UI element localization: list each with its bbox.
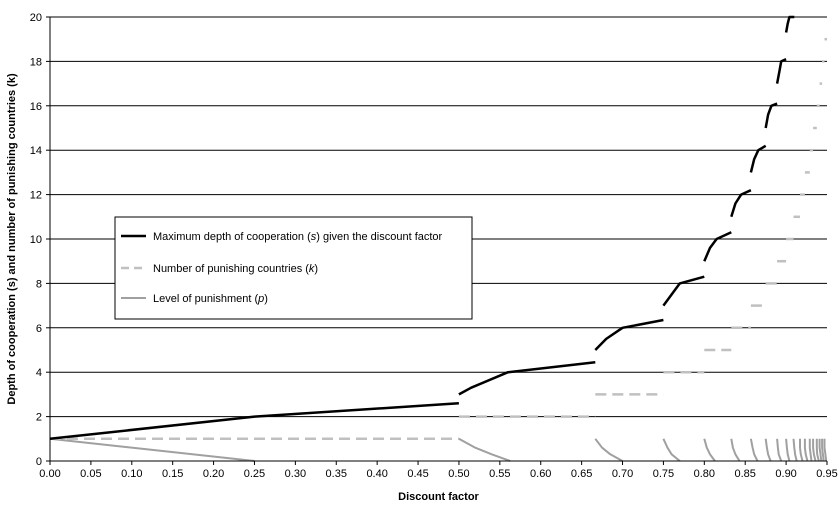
x-tick-label: 0.60 [530,468,551,480]
series-p-segment [594,438,623,462]
y-tick-label: 18 [30,56,42,68]
x-tick-label: 0.50 [448,468,469,480]
series-s-segment [662,275,705,307]
y-tick-label: 6 [36,323,42,335]
series-s-segment [594,318,664,351]
y-tick-label: 2 [36,412,42,424]
series-s-segment [764,102,778,129]
x-tick-label: 0.05 [80,468,101,480]
x-tick-label: 0.35 [326,468,347,480]
legend-box [114,216,473,320]
x-tick-label: 0.85 [734,468,755,480]
x-tick-label: 0.25 [244,468,265,480]
y-tick-label: 10 [30,234,42,246]
y-tick-label: 14 [30,145,42,157]
x-tick-label: 0.00 [39,468,60,480]
series-p-segment [703,438,716,462]
x-tick-label: 0.40 [366,468,387,480]
series-p-segment [799,438,804,462]
series-p-segment [458,437,511,462]
x-tick-label: 0.80 [694,468,715,480]
series-s-segment [749,144,767,173]
x-tick-label: 0.20 [203,468,224,480]
x-tick-label: 0.55 [489,468,510,480]
legend: Maximum depth of cooperation (s) given t… [114,216,473,320]
y-tick-label: 4 [36,367,42,379]
x-tick-label: 0.95 [816,468,837,480]
x-tick-label: 0.30 [285,468,306,480]
series-s-segment [784,15,795,33]
y-tick-label: 20 [30,12,42,24]
series-p-segment [776,438,783,462]
series-p-segment [803,438,809,462]
series-s-segment [703,231,732,262]
x-tick-label: 0.75 [653,468,674,480]
legend-label-p: Level of punishment (p) [153,293,268,305]
series-s-segment [49,402,459,441]
series-p-segment [808,438,813,462]
x-tick-label: 0.90 [775,468,796,480]
y-axis-title: Depth of cooperation (s) and number of p… [6,73,18,405]
x-tick-label: 0.10 [121,468,142,480]
x-tick-label: 0.65 [571,468,592,480]
x-tick-label: 0.45 [407,468,428,480]
series-p-segment [764,438,772,462]
y-tick-label: 8 [36,278,42,290]
series-s-segment [775,58,787,84]
series-p-segment [785,438,791,462]
series-p-segment [815,438,820,462]
series-p-segment [49,437,255,462]
series-p-segment [662,438,681,462]
series-p-segment [730,438,741,462]
y-tick-label: 16 [30,101,42,113]
y-tick-label: 12 [30,190,42,202]
tick-labels: 0.00 0.05 0.10 0.15 0.20 0.25 0.30 0.35 0.40 0.45… [30,12,838,480]
series-p-segment [749,438,759,462]
x-tick-label: 0.15 [162,468,183,480]
series-p-segment [792,438,798,462]
series-group [49,15,828,462]
series-p-segment [818,438,823,462]
series-s-segment [458,360,596,396]
x-tick-label: 0.70 [612,468,633,480]
series-s-segment [730,189,752,218]
legend-label-k: Number of punishing countries (k) [153,263,318,275]
x-axis-title: Discount factor [398,491,479,503]
series-p-segment [823,438,828,462]
series-p-segment [812,438,817,462]
series-p-segment [821,438,825,462]
legend-label-s: Maximum depth of cooperation (s) given t… [153,231,443,243]
y-tick-label: 0 [36,456,42,468]
